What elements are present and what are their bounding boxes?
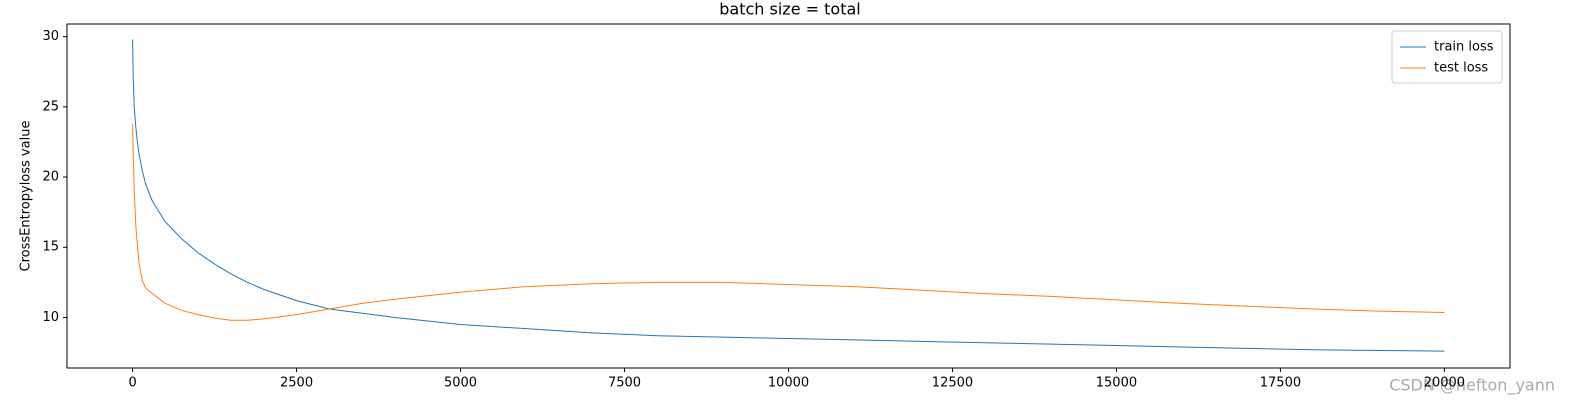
y-tick-label: 25	[42, 99, 59, 114]
watermark: CSDN @hefton_yann	[1389, 376, 1555, 396]
y-tick-label: 10	[42, 310, 59, 325]
x-tick-label: 5000	[444, 376, 477, 391]
x-tick-label: 12500	[932, 376, 973, 391]
y-tick-label: 30	[42, 29, 59, 44]
plot-frame	[66, 23, 1511, 369]
x-tick-label: 15000	[1096, 376, 1137, 391]
line-series	[132, 39, 1445, 352]
x-tick-label: 17500	[1260, 376, 1301, 391]
y-tick-label: 15	[42, 240, 59, 255]
x-tick-label: 0	[128, 376, 136, 391]
x-tick-label: 2500	[280, 376, 313, 391]
line-series	[132, 123, 1445, 321]
y-axis-label: CrossEntropyloss value	[19, 121, 34, 272]
legend-label: test loss	[1434, 61, 1488, 76]
x-tick-label: 10000	[768, 376, 809, 391]
legend-box	[1391, 30, 1503, 84]
y-tick-label: 20	[42, 170, 59, 185]
chart-title: batch size = total	[719, 0, 860, 19]
x-tick-label: 20000	[1424, 376, 1465, 391]
legend-label: train loss	[1434, 40, 1494, 55]
x-tick-label: 7500	[608, 376, 641, 391]
